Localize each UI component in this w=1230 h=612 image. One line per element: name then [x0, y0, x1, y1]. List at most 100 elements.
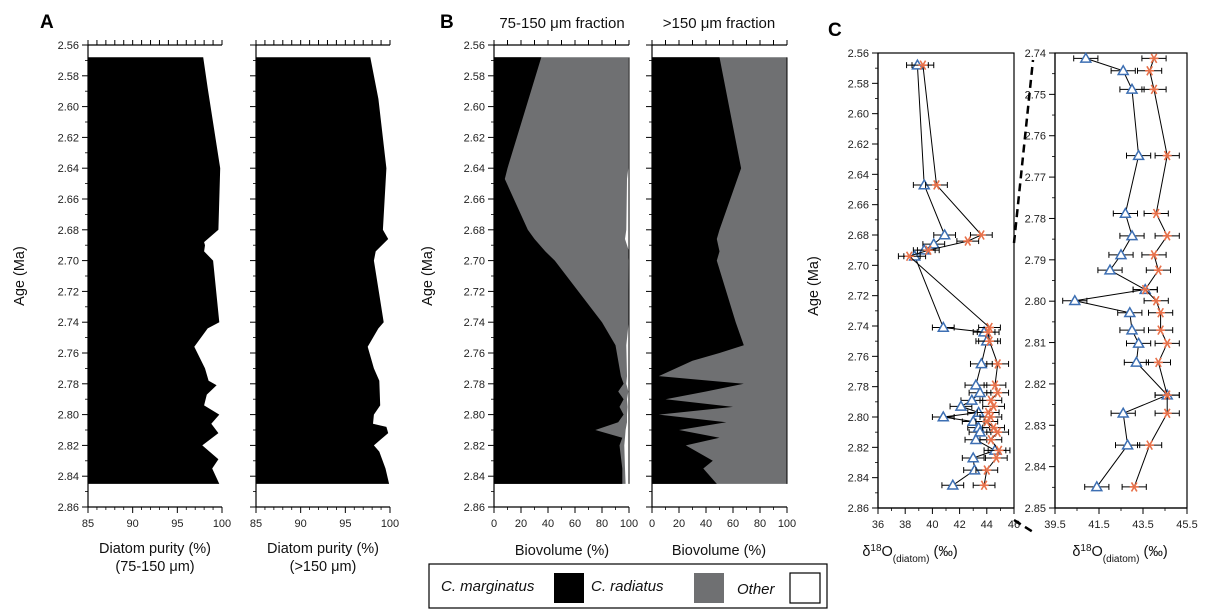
c1-point-star-stroke — [964, 236, 972, 246]
a1-ytick-label: 2.64 — [58, 163, 79, 175]
c1-ytick-label: 2.58 — [848, 78, 869, 90]
c2-xtick-label: 43.5 — [1132, 519, 1153, 531]
c1-point-star — [985, 336, 995, 347]
c2-point-star-stroke — [1150, 84, 1158, 95]
c2-point-star — [1162, 150, 1172, 161]
a2-xtick-label: 100 — [381, 518, 399, 530]
c2-xtick-label: 39.5 — [1044, 519, 1065, 531]
b1-ytick-label: 2.80 — [464, 410, 485, 422]
c1-point-star-stroke — [994, 359, 1002, 369]
c2-point-star — [1153, 265, 1163, 276]
c1-point-triangle — [965, 393, 979, 405]
c2-point-star — [1156, 325, 1166, 336]
c2-point-star-stroke — [1152, 208, 1160, 219]
c1-point-triangle — [938, 228, 951, 240]
c1-ytick-label: 2.64 — [848, 169, 869, 181]
c1-point-star — [994, 445, 1004, 456]
c2-ytick-label: 2.82 — [1025, 379, 1046, 391]
c1-point-triangle — [973, 386, 987, 398]
c2-point-triangle — [1125, 323, 1139, 335]
c2-ytick-label: 2.85 — [1025, 503, 1046, 515]
panel-letter-c: C — [828, 20, 842, 41]
c2-point-triangle — [1121, 438, 1134, 450]
c2-point-star — [1162, 338, 1172, 349]
c1-point-triangle — [968, 463, 981, 475]
b1-ytick-label: 2.56 — [464, 40, 485, 52]
c1-point-star-stroke — [980, 480, 988, 491]
c2-ytick-label: 2.79 — [1025, 255, 1046, 267]
c1-ytick-label: 2.62 — [848, 139, 869, 151]
c2-xlabel: δ18O(diatom) (‰) — [1072, 543, 1167, 565]
c1-point-star — [990, 380, 1000, 391]
c1-point-triangle — [969, 433, 983, 445]
b2-xlabel: Biovolume (%) — [672, 543, 766, 559]
legend-frame — [428, 563, 828, 609]
c2-point-triangle — [1114, 248, 1128, 260]
c1-ylabel: Age (Ma) — [806, 256, 822, 316]
c2-point-triangle — [1103, 263, 1117, 275]
c2-point-star — [1149, 53, 1159, 64]
c1-xtick-label: 36 — [872, 519, 884, 531]
b1-ytick-label: 2.82 — [464, 440, 485, 452]
a1-xtick-label: 90 — [127, 518, 139, 530]
c1-point-triangle — [969, 378, 983, 390]
b2-xtick-label: 40 — [700, 518, 712, 530]
c2-point-star — [1140, 284, 1150, 295]
b2-title: >150 μm fraction — [663, 15, 775, 32]
c1-point-star-stroke — [924, 245, 932, 256]
c2-point-star — [1149, 84, 1159, 95]
c1-ytick-label: 2.60 — [848, 109, 869, 121]
c1-xtick-label: 44 — [981, 519, 993, 531]
c1-point-star-stroke — [992, 453, 1000, 463]
c2-ytick-label: 2.76 — [1025, 131, 1046, 143]
b1-ytick-label: 2.64 — [464, 163, 485, 175]
a2-xlabel-sub: (>150 μm) — [290, 559, 357, 575]
c1-point-star — [982, 416, 992, 427]
c1-point-star — [993, 387, 1003, 398]
c2-point-triangle — [1125, 229, 1139, 241]
b1-xlabel: Biovolume (%) — [515, 543, 609, 559]
a1-xlabel-sub: (75-150 μm) — [115, 559, 194, 575]
c1-point-star-stroke — [905, 251, 913, 262]
c1-point-triangle — [936, 410, 950, 422]
c2-point-star-stroke — [1155, 265, 1162, 276]
a1-xtick-label: 95 — [171, 518, 183, 530]
a1-ylabel: Age (Ma) — [12, 246, 28, 306]
c2-point-star-stroke — [1141, 284, 1149, 295]
c2-point-triangle — [1125, 82, 1139, 94]
a2-purity-area — [256, 57, 390, 484]
a1-ytick-label: 2.80 — [58, 410, 79, 422]
c1-point-star-stroke — [983, 465, 991, 475]
c2-point-star-stroke — [1146, 65, 1153, 76]
b1-xtick-label: 100 — [620, 518, 638, 530]
c1-point-triangle — [946, 478, 960, 490]
a2-xtick-label: 90 — [295, 518, 307, 530]
b2-xtick-label: 80 — [754, 518, 766, 530]
c2-xtick-label: 41.5 — [1088, 519, 1109, 531]
c1-xlabel: δ18O(diatom) (‰) — [862, 543, 957, 565]
c1-point-triangle — [975, 357, 988, 369]
c2-point-triangle — [1116, 406, 1130, 418]
c2-point-triangle — [1068, 294, 1082, 306]
c1-point-star — [986, 434, 996, 445]
c1-point-star-stroke — [987, 395, 995, 406]
b2-xtick-label: 100 — [778, 518, 796, 530]
c2-ytick-label: 2.80 — [1025, 296, 1046, 308]
legend-label-marginatus: C. marginatus — [441, 578, 535, 595]
c2-point-star-stroke — [1146, 440, 1153, 451]
c1-point-triangle — [954, 399, 968, 411]
b2-xtick-label: 20 — [673, 518, 685, 530]
a1-ytick-label: 2.72 — [58, 286, 79, 298]
a1-ytick-label: 2.86 — [58, 502, 79, 514]
c1-point-star — [976, 230, 986, 240]
c1-point-star-stroke — [994, 427, 1002, 438]
c1-ytick-label: 2.84 — [848, 473, 869, 485]
a1-ytick-label: 2.78 — [58, 379, 79, 391]
c2-point-star — [1151, 295, 1161, 306]
c2-point-star — [1149, 249, 1159, 260]
a1-xtick-label: 100 — [213, 518, 231, 530]
c1-point-star-stroke — [986, 336, 993, 347]
c1-point-star — [918, 60, 928, 71]
c1-point-star-stroke — [984, 327, 992, 337]
